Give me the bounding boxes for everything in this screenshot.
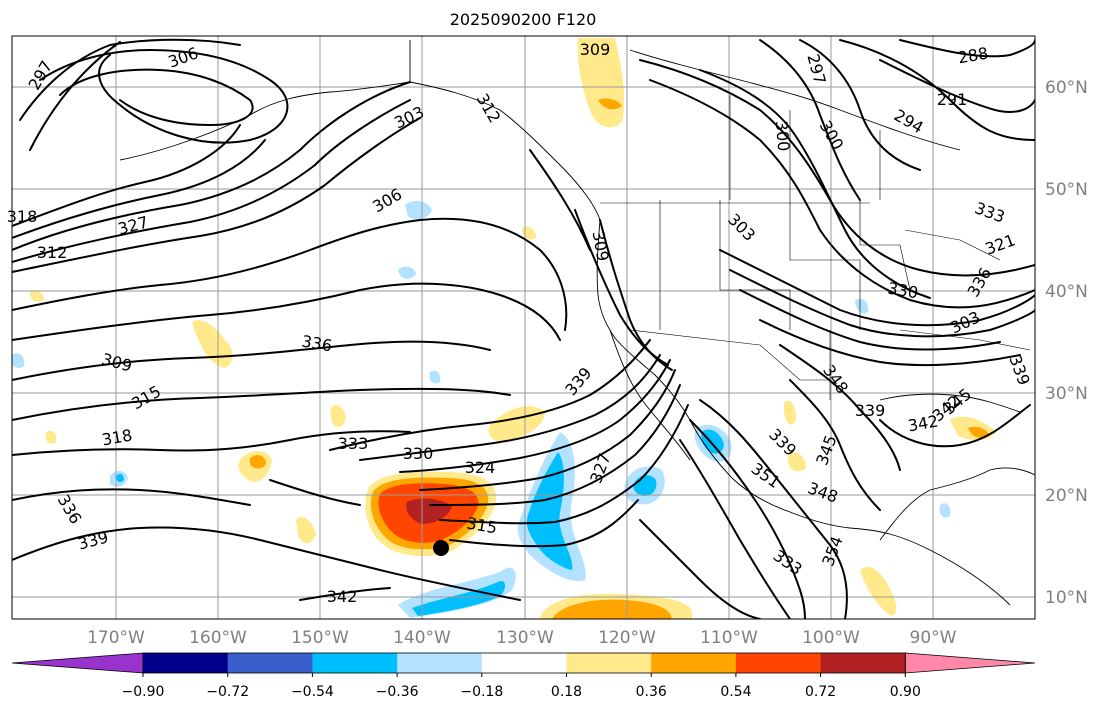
contour-label: 309 [100,349,134,375]
latitude-tick-label: 20°N [1045,486,1088,506]
latitude-tick-label: 30°N [1045,384,1088,404]
coastlines [119,40,1035,606]
colorbar-segment [397,653,483,673]
longitude-tick-label: 140°W [393,628,451,648]
colorbar-tick-label: −0.90 [122,684,165,700]
contour-label: 318 [100,425,133,449]
latitude-tick-label: 60°N [1045,78,1088,98]
longitude-tick-label: 120°W [598,628,656,648]
contour-label: 321 [983,230,1018,258]
contour-label: 339 [1005,353,1033,388]
contour-label: 348 [805,478,840,506]
longitude-tick-label: 90°W [910,628,957,648]
colorbar-tick-labels: −0.90 −0.72 −0.54 −0.36 −0.18 0.18 0.36 0.54 0.7… [122,673,921,700]
contour-label: 354 [818,534,846,569]
longitude-tick-label: 110°W [700,628,758,648]
latitude-labels: 60°N 50°N 40°N 30°N 20°N 10°N [1045,78,1088,608]
longitude-tick-label: 150°W [291,628,349,648]
contour-label: 336 [964,264,996,300]
longitude-tick-label: 160°W [189,628,247,648]
contour-label: 336 [300,331,333,355]
colorbar-tick-label: 0.18 [551,684,582,700]
contour-label: 300 [816,117,848,153]
contour-label: 300 [772,120,794,152]
longitude-tick-label: 100°W [802,628,860,648]
contour-label: 312 [473,90,505,126]
latitude-tick-label: 10°N [1045,588,1088,608]
contour-label: 324 [465,458,496,477]
latitude-tick-label: 50°N [1045,180,1088,200]
contour-label: 312 [37,243,68,262]
map-frame [11,35,1036,620]
colorbar-segment [312,653,398,673]
colorbar [11,652,1036,674]
storm-position-dot [433,540,449,556]
colorbar-segment [481,653,567,673]
contour-label: 336 [54,491,86,527]
colorbar-tick-label: 0.72 [805,684,836,700]
contour-label: 330 [886,278,919,302]
contour-label: 339 [855,401,886,420]
colorbar-segment [820,653,906,673]
height-contours [12,38,1035,619]
anomaly-shading [12,38,996,619]
map-title: 2025090200 F120 [449,10,597,29]
colorbar-tick-label: −0.36 [376,684,419,700]
colorbar-segment [227,653,313,673]
contour-label: 294 [891,106,927,138]
contour-label: 288 [956,43,989,67]
colorbar-segment [566,653,652,673]
graticule [12,36,1035,619]
contour-label: 333 [338,434,369,453]
contour-label: 339 [76,527,110,553]
contour-label: 309 [580,40,611,59]
contour-label: 330 [403,444,434,463]
colorbar-extend-min [11,652,144,674]
contour-label: 342 [327,587,358,606]
contour-label: 345 [812,433,840,468]
colorbar-tick-label: −0.18 [460,684,503,700]
latitude-tick-label: 40°N [1045,282,1088,302]
contour-label: 333 [770,546,806,579]
colorbar-segment [735,653,822,673]
contour-label: 306 [166,43,201,71]
colorbar-extend-max [904,652,1036,674]
colorbar-segment [651,653,737,673]
colorbar-tick-label: 0.36 [636,684,667,700]
contour-label: 351 [748,459,784,492]
contour-label: 309 [588,229,612,262]
contour-label: 318 [7,207,38,226]
colorbar-tick-label: 0.90 [890,684,921,700]
colorbar-tick-label: −0.72 [206,684,249,700]
colorbar-segment [143,653,229,673]
longitude-tick-label: 170°W [87,628,145,648]
contour-label: 297 [25,57,57,93]
contour-label: 333 [972,198,1007,226]
contour-label: 348 [819,361,852,397]
colorbar-tick-label: 0.54 [720,684,751,700]
colorbar-tick-label: −0.54 [291,684,334,700]
longitude-tick-label: 130°W [496,628,554,648]
contour-label: 315 [128,382,164,414]
longitude-labels: 170°W 160°W 150°W 140°W 130°W 120°W 110°W 100°W… [87,628,957,648]
contour-label: 327 [586,451,614,486]
contour-label: 291 [937,90,968,109]
